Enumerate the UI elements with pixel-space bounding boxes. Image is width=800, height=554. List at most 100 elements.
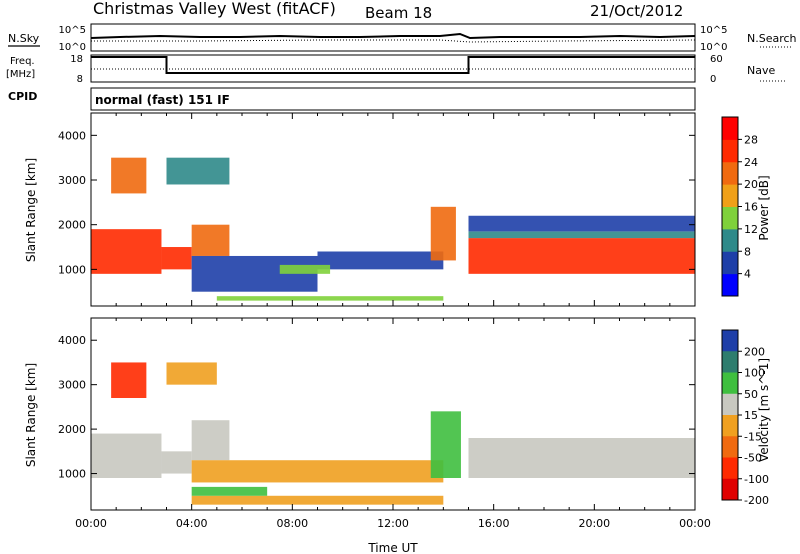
freq-trace bbox=[91, 56, 695, 74]
freq-label-2: [MHz] bbox=[6, 69, 35, 80]
noise-sky-label: N.Sky bbox=[8, 32, 40, 45]
velocity-plot: 1000 2000 3000 4000 00:00 04:00 08:00 12:00 16:0… bbox=[58, 317, 711, 530]
nave-tick-high: 60 bbox=[710, 54, 723, 65]
velocity-colorbar: 200 100 50 15 -15 -50 -100 -200 bbox=[721, 329, 769, 507]
velocity-echo-region-9 bbox=[191, 486, 268, 496]
velocity-colorbar-segment bbox=[722, 478, 738, 501]
power-colorbar-segment bbox=[722, 251, 738, 275]
velocity-ytick-label: 4000 bbox=[58, 334, 86, 347]
power-echo-region-12 bbox=[468, 215, 695, 232]
freq-tick-low: 8 bbox=[77, 74, 83, 85]
power-echo-region-6 bbox=[317, 251, 444, 270]
time-xtick-label: 16:00 bbox=[478, 517, 510, 530]
noise-sky-trace bbox=[90, 32, 696, 40]
velocity-ylabel: Slant Range [km] bbox=[24, 363, 38, 467]
velocity-ytick-label: 3000 bbox=[58, 379, 86, 392]
velocity-colorbar-tick: 200 bbox=[744, 345, 765, 358]
power-ytick-label: 3000 bbox=[58, 174, 86, 187]
velocity-colorbar-segment bbox=[722, 372, 738, 395]
time-xlabel: Time UT bbox=[367, 541, 418, 554]
velocity-echo-region-3 bbox=[111, 362, 147, 398]
power-ytick-label: 4000 bbox=[58, 129, 86, 142]
power-colorbar-tick: 8 bbox=[744, 245, 751, 258]
velocity-echo-region-6 bbox=[191, 495, 444, 505]
nave-label: Nave bbox=[747, 64, 775, 77]
velocity-colorbar-tick: -15 bbox=[744, 430, 762, 443]
velocity-colorbar-tick: -200 bbox=[744, 494, 769, 507]
velocity-colorbar-tick: -100 bbox=[744, 473, 769, 486]
velocity-echo-region-4 bbox=[166, 362, 217, 385]
power-colorbar-segment bbox=[722, 139, 738, 163]
velocity-echo-region-2 bbox=[191, 420, 230, 461]
time-xtick-label: 00:00 bbox=[679, 517, 711, 530]
velocity-colorbar-tick: -50 bbox=[744, 452, 762, 465]
power-ytick-label: 2000 bbox=[58, 219, 86, 232]
power-colorbar-tick: 4 bbox=[744, 268, 751, 281]
time-xtick-label: 04:00 bbox=[176, 517, 208, 530]
velocity-colorbar-segment bbox=[722, 415, 738, 437]
velocity-colorbar-segment bbox=[722, 351, 738, 373]
power-colorbar-tick: 28 bbox=[744, 133, 758, 146]
velocity-ytick-label: 1000 bbox=[58, 468, 86, 481]
noise-search-trace bbox=[91, 39, 696, 43]
noise-panel: N.Sky N.Search 10^5 10^0 10^5 10^0 bbox=[8, 23, 797, 53]
power-colorbar-tick: 24 bbox=[744, 156, 758, 169]
power-plot: 1000 2000 3000 4000 bbox=[58, 112, 696, 307]
noise-left-tick-high: 10^5 bbox=[59, 25, 86, 36]
power-colorbar: 4 8 12 16 20 24 28 bbox=[721, 116, 758, 297]
power-colorbar-label: Power [dB] bbox=[757, 175, 771, 240]
power-colorbar-tick: 16 bbox=[744, 201, 758, 214]
power-echo-region-9 bbox=[430, 206, 456, 261]
freq-tick-high: 18 bbox=[70, 54, 83, 65]
noise-search-label: N.Search bbox=[747, 32, 797, 45]
velocity-colorbar-segment bbox=[722, 393, 738, 416]
power-echo-region-2 bbox=[191, 224, 230, 256]
power-plot-frame bbox=[90, 112, 696, 307]
power-ylabel: Slant Range [km] bbox=[24, 158, 38, 262]
noise-right-tick-high: 10^5 bbox=[700, 25, 727, 36]
nave-tick-low: 0 bbox=[710, 74, 716, 85]
velocity-echo-region-1 bbox=[161, 451, 192, 474]
power-echo-region-8 bbox=[216, 296, 444, 301]
cpid-value: normal (fast) 151 IF bbox=[95, 93, 230, 107]
cpid-label: CPID bbox=[8, 90, 37, 103]
power-echo-region-11 bbox=[468, 231, 695, 239]
freq-panel: Freq. [MHz] 18 8 60 0 Nave bbox=[6, 54, 786, 85]
velocity-colorbar-tick: 15 bbox=[744, 409, 758, 422]
power-colorbar-segment bbox=[722, 161, 738, 185]
velocity-colorbar-segment bbox=[722, 436, 738, 458]
station-title: Christmas Valley West (fitACF) bbox=[93, 0, 336, 18]
velocity-colorbar-label: Velocity [m s^-1] bbox=[757, 358, 771, 462]
velocity-colorbar-tick: 50 bbox=[744, 388, 758, 401]
time-xtick-label: 12:00 bbox=[377, 517, 409, 530]
velocity-colorbar-segment bbox=[722, 330, 738, 352]
noise-left-tick-low: 10^0 bbox=[59, 42, 86, 53]
power-colorbar-segment bbox=[722, 184, 738, 207]
velocity-echo-region-7 bbox=[430, 411, 461, 478]
freq-label-1: Freq. bbox=[10, 56, 35, 67]
velocity-echo-region-0 bbox=[91, 433, 162, 478]
power-colorbar-tick: 20 bbox=[744, 178, 758, 191]
date-label: 21/Oct/2012 bbox=[590, 2, 683, 20]
power-ytick-label: 1000 bbox=[58, 263, 86, 276]
time-xtick-label: 08:00 bbox=[276, 517, 308, 530]
power-echo-region-7 bbox=[279, 264, 331, 274]
power-echo-region-10 bbox=[468, 238, 695, 274]
velocity-colorbar-segment bbox=[722, 457, 738, 480]
power-colorbar-segment bbox=[722, 117, 738, 140]
power-echo-region-3 bbox=[111, 157, 147, 194]
velocity-colorbar-tick: 100 bbox=[744, 367, 765, 380]
beam-label: Beam 18 bbox=[365, 4, 432, 22]
velocity-echo-region-5 bbox=[191, 460, 444, 483]
time-xtick-label: 00:00 bbox=[75, 517, 107, 530]
noise-right-tick-low: 10^0 bbox=[700, 42, 727, 53]
power-colorbar-segment bbox=[722, 273, 738, 297]
time-xtick-label: 20:00 bbox=[578, 517, 610, 530]
velocity-echo-region-8 bbox=[468, 438, 695, 478]
power-echo-region-0 bbox=[91, 229, 162, 274]
power-colorbar-tick: 12 bbox=[744, 223, 758, 236]
power-colorbar-segment bbox=[722, 228, 738, 252]
power-colorbar-segment bbox=[722, 206, 738, 230]
velocity-ytick-label: 2000 bbox=[58, 423, 86, 436]
